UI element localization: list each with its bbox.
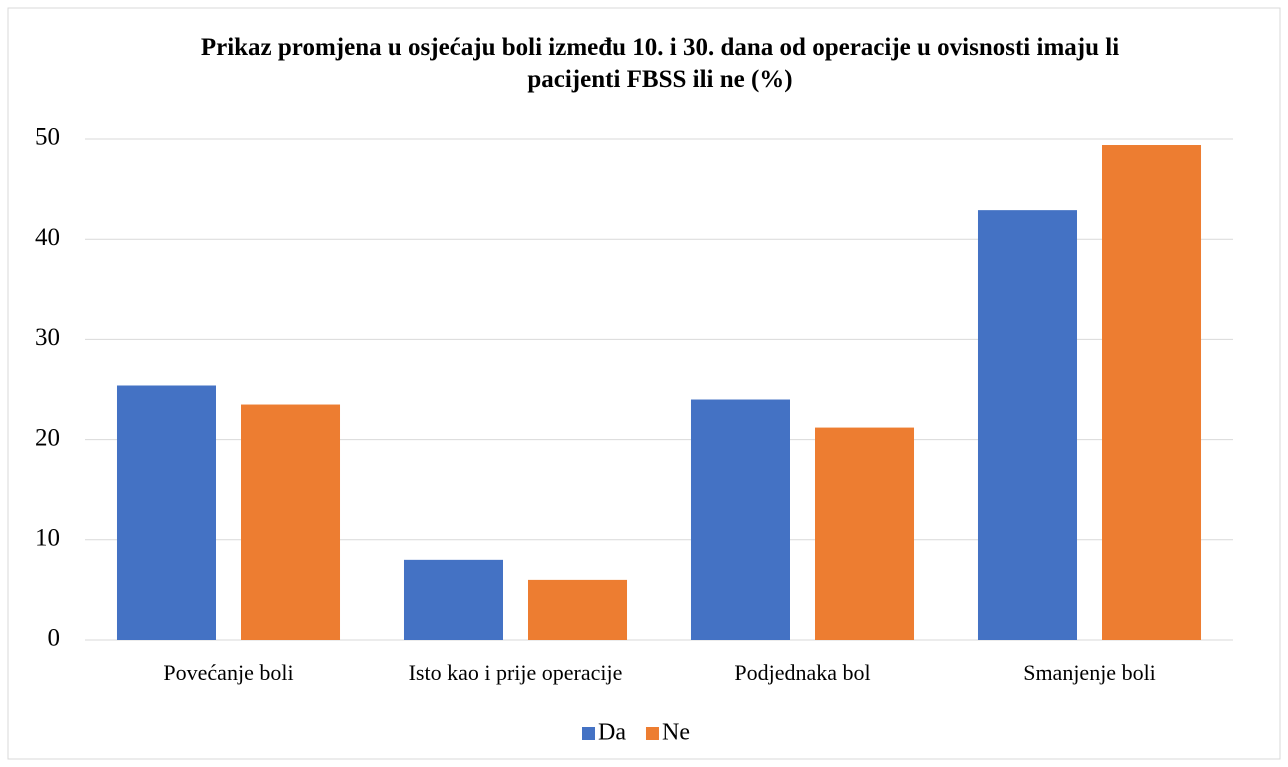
legend-swatch [582, 727, 595, 740]
bar [241, 404, 341, 640]
legend-swatch [645, 727, 659, 740]
bar [815, 427, 915, 640]
chart-title: Prikaz promjena u osjećaju boli između 1… [200, 34, 1120, 93]
x-tick-label: Isto kao i prije operacije [409, 660, 623, 685]
bar [403, 559, 503, 640]
chart-frame [7, 7, 1281, 760]
bar [528, 579, 628, 640]
bar [1102, 145, 1202, 640]
bar [977, 210, 1077, 640]
y-tick-label: 40 [35, 224, 60, 251]
x-tick-label: Podjednaka bol [734, 660, 870, 685]
legend-label: Ne [662, 720, 690, 746]
y-tick-label: 20 [35, 424, 60, 451]
bar [690, 399, 790, 640]
y-tick-label: 50 [35, 124, 60, 151]
bar [116, 385, 216, 640]
y-tick-label: 30 [35, 324, 60, 351]
y-tick-label: 10 [35, 525, 60, 552]
legend-label: Da [598, 720, 626, 746]
x-tick-label: Povećanje boli [163, 660, 293, 685]
y-tick-label: 0 [48, 625, 61, 652]
x-tick-label: Smanjenje boli [1023, 660, 1156, 685]
